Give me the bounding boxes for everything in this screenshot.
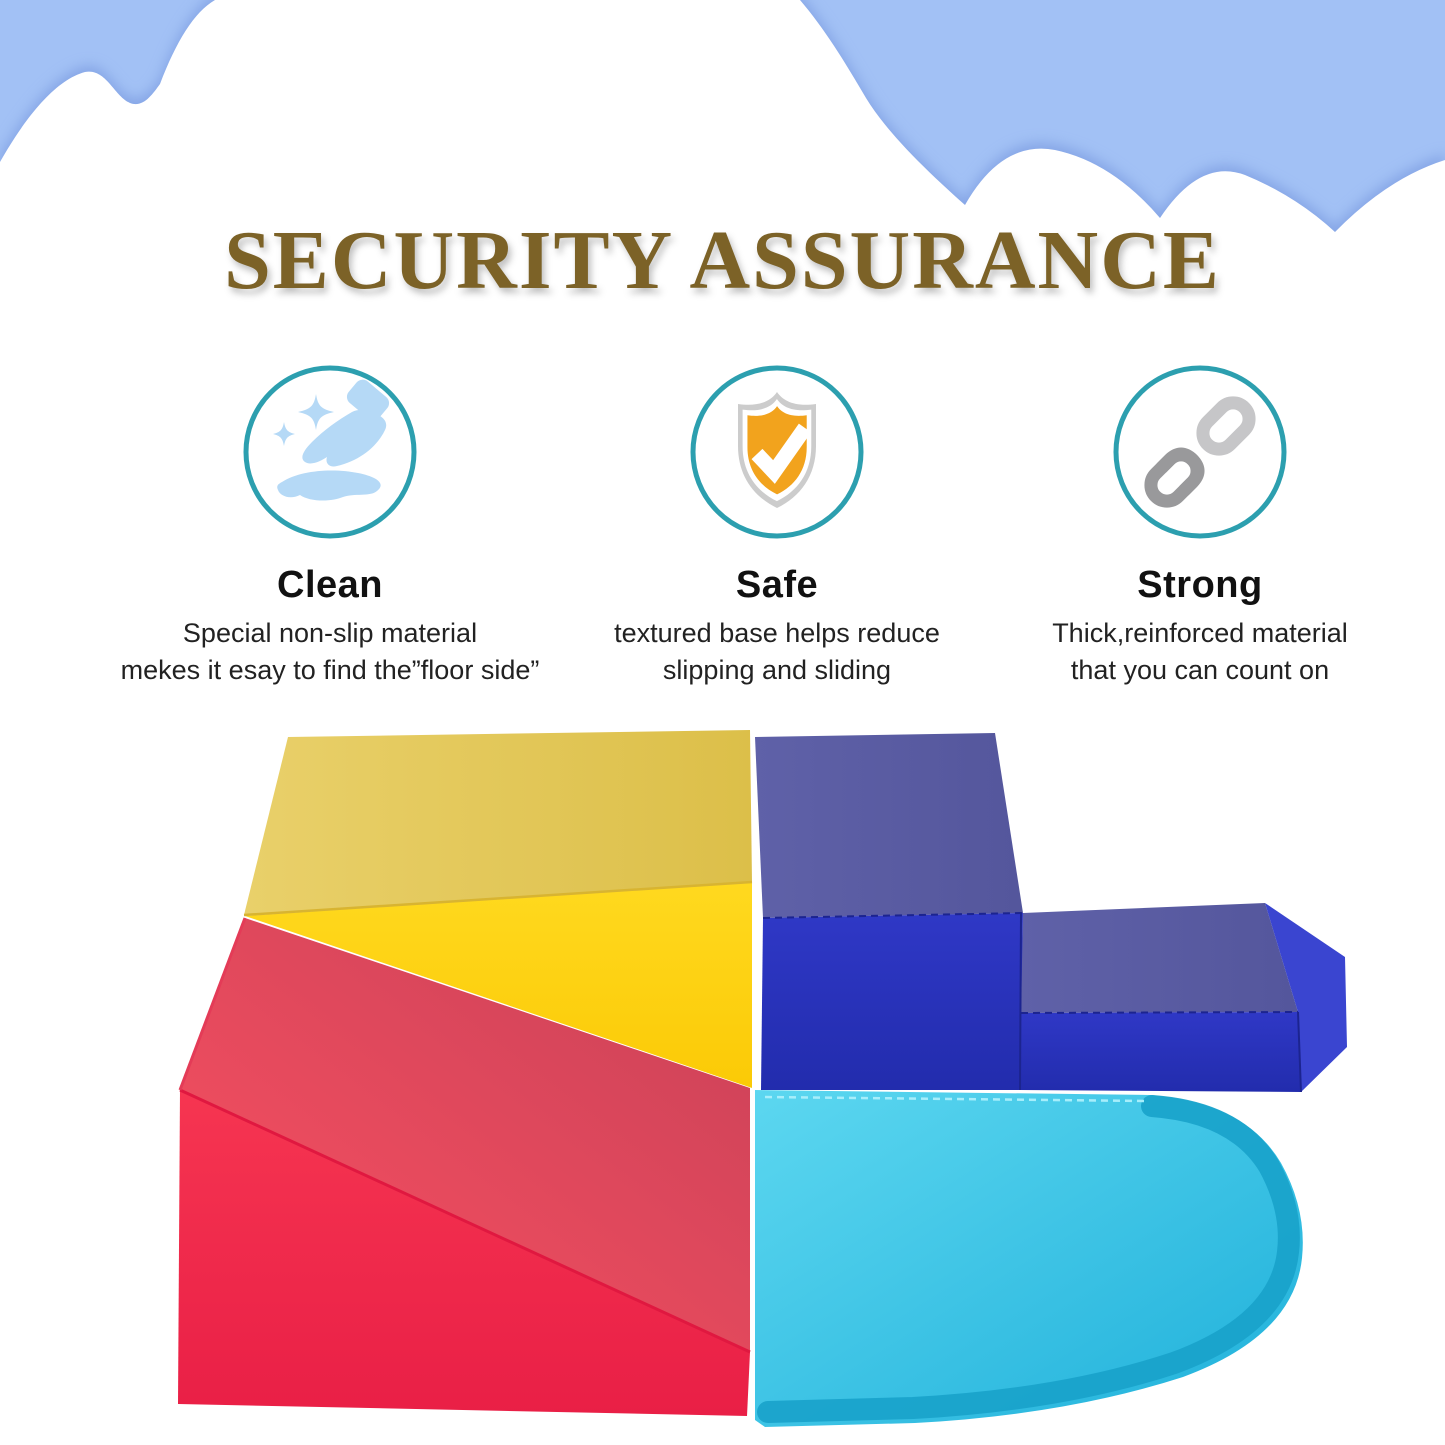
- feature-desc-line2: slipping and sliding: [662, 655, 892, 686]
- feature-title: Safe: [735, 564, 819, 606]
- yellow-wedge-block: [243, 730, 753, 1088]
- page-title: SECURITY ASSURANCE: [224, 214, 1221, 307]
- feature-desc-line1: Thick,reinforced material: [1052, 618, 1348, 648]
- feature-strong: Strong Thick,reinforced material that yo…: [970, 364, 1430, 690]
- feature-clean: Clean Special non-slip material mekes it…: [100, 364, 560, 690]
- cyan-quarter-ramp: [755, 1090, 1303, 1427]
- feature-safe: Safe textured base helps reduce slipping…: [547, 364, 1007, 690]
- feature-desc-line1: Special non-slip material: [182, 618, 478, 648]
- feature-description: textured base helps reduce slipping and …: [547, 615, 1007, 690]
- feature-title: Strong: [1137, 564, 1263, 606]
- clean-hand-icon: [243, 365, 417, 539]
- cloud-shapes: [0, 0, 1445, 420]
- shield-check-icon: [690, 365, 864, 539]
- chain-link-icon: [1113, 365, 1287, 539]
- features-row: Clean Special non-slip material mekes it…: [0, 0, 1445, 700]
- feature-desc-line1: textured base helps reduce: [614, 618, 940, 648]
- cloud-banner: [0, 0, 1445, 420]
- feature-description: Special non-slip material mekes it esay …: [100, 615, 560, 690]
- feature-title: Clean: [277, 564, 383, 606]
- red-slide-wedge: [178, 917, 751, 1416]
- feature-desc-line2: mekes it esay to find the”floor side”: [120, 655, 540, 686]
- feature-desc-line2: that you can count on: [1070, 655, 1330, 686]
- feature-description: Thick,reinforced material that you can c…: [970, 615, 1430, 690]
- blue-stair-block: [755, 733, 1347, 1093]
